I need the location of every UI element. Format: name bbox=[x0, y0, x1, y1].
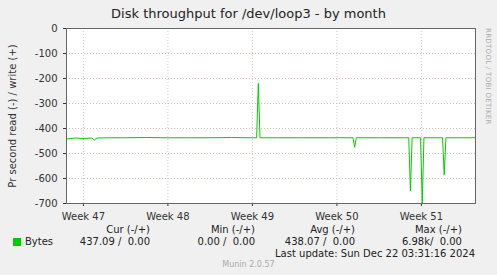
svg-text:-600: -600 bbox=[35, 173, 58, 184]
svg-text:0: 0 bbox=[51, 24, 57, 34]
svg-text:Week 51: Week 51 bbox=[400, 211, 443, 222]
html-text:6.98k/ 0.00: 6.98k/ 0.00 bbox=[401, 236, 462, 247]
svg-text:Week 48: Week 48 bbox=[146, 211, 189, 222]
html-text:Avg (-/+): Avg (-/+) bbox=[310, 224, 355, 235]
html-text:437.09 / 0.00: 437.09 / 0.00 bbox=[79, 236, 150, 247]
html-text:RRDTOOL / TOBI OETIKER: RRDTOOL / TOBI OETIKER bbox=[484, 28, 492, 125]
svg-text:-500: -500 bbox=[35, 148, 58, 159]
html-text:Min (-/+): Min (-/+) bbox=[210, 224, 255, 235]
svg-text:-300: -300 bbox=[35, 98, 58, 109]
svg-text:-100: -100 bbox=[35, 48, 58, 59]
svg-text:Week 50: Week 50 bbox=[315, 211, 358, 222]
html-text:Last update: Sun Dec 22 03:31:: Last update: Sun Dec 22 03:31:16 2024 bbox=[275, 248, 475, 259]
svg-text:-200: -200 bbox=[35, 73, 58, 84]
svg-text:Pr second read (-) / write (+): Pr second read (-) / write (+) bbox=[7, 44, 18, 187]
html-text:Bytes: Bytes bbox=[25, 236, 54, 247]
html-text:Munin 2.0.57: Munin 2.0.57 bbox=[222, 260, 275, 269]
svg-text:-400: -400 bbox=[35, 123, 58, 134]
svg-text:-700: -700 bbox=[35, 198, 58, 209]
html-text:Max (-/+): Max (-/+) bbox=[415, 224, 462, 235]
html-text:Cur (-/+): Cur (-/+) bbox=[106, 224, 150, 235]
html-text:Disk throughput for /dev/loop3: Disk throughput for /dev/loop3 - by mont… bbox=[111, 6, 386, 21]
svg-text:Week 49: Week 49 bbox=[231, 211, 274, 222]
html-text:0.00 / 0.00: 0.00 / 0.00 bbox=[197, 236, 255, 247]
html-text:438.07 / 0.00: 438.07 / 0.00 bbox=[284, 236, 355, 247]
svg-text:Week 47: Week 47 bbox=[62, 211, 105, 222]
